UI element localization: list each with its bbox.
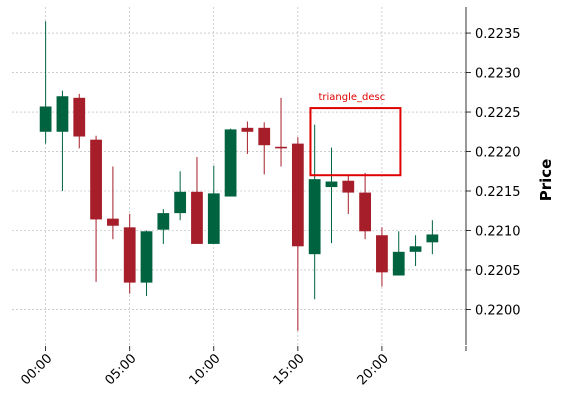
candle-body bbox=[342, 180, 355, 193]
y-tick-label: 0.2225 bbox=[475, 106, 521, 121]
candle bbox=[308, 124, 321, 300]
candle-body bbox=[224, 129, 237, 197]
y-tick-label: 0.2220 bbox=[475, 146, 521, 161]
candle bbox=[325, 147, 338, 244]
candle bbox=[224, 128, 237, 197]
candle-body bbox=[241, 127, 254, 132]
candle-body bbox=[409, 246, 422, 252]
candle bbox=[359, 172, 371, 240]
candle-body bbox=[325, 181, 338, 188]
y-tick-label: 0.2210 bbox=[475, 224, 521, 239]
y-tick-label: 0.2215 bbox=[475, 185, 521, 200]
candle-body bbox=[291, 143, 304, 247]
candle bbox=[258, 122, 271, 175]
candle-body bbox=[107, 218, 119, 226]
candle bbox=[123, 213, 136, 294]
x-tick-label: 10:00 bbox=[187, 351, 224, 388]
candle-body bbox=[39, 106, 52, 132]
y-tick-label: 0.2235 bbox=[475, 27, 521, 42]
candle-body bbox=[392, 251, 405, 276]
annotation-box bbox=[309, 107, 402, 177]
candle-body bbox=[73, 97, 86, 137]
candle bbox=[392, 231, 405, 276]
candle bbox=[376, 227, 388, 287]
candle bbox=[73, 93, 86, 149]
candle-body bbox=[140, 231, 153, 283]
candle-body bbox=[258, 127, 271, 146]
x-tick-label: 05:00 bbox=[102, 351, 139, 388]
candle bbox=[426, 220, 439, 255]
candle-body bbox=[359, 192, 371, 232]
candle-body bbox=[174, 191, 187, 214]
candle bbox=[174, 171, 187, 221]
candle bbox=[241, 121, 254, 154]
annotation-label: triangle_desc bbox=[318, 92, 385, 103]
x-tick-label: 15:00 bbox=[271, 351, 308, 388]
y-tick-label: 0.2200 bbox=[475, 303, 521, 318]
candle bbox=[90, 135, 102, 282]
candle bbox=[157, 209, 170, 244]
candle bbox=[56, 90, 69, 192]
candle-body bbox=[426, 234, 439, 243]
candle bbox=[275, 97, 287, 167]
candle-body bbox=[90, 139, 102, 220]
candle-body bbox=[191, 191, 203, 244]
x-tick-label: 00:00 bbox=[18, 351, 55, 388]
candle-body bbox=[56, 96, 69, 132]
x-tick-label: 20:00 bbox=[355, 351, 392, 388]
candles bbox=[39, 21, 439, 331]
candle bbox=[207, 165, 220, 244]
candle bbox=[39, 21, 52, 144]
candle bbox=[291, 137, 304, 331]
y-tick-label: 0.2230 bbox=[475, 67, 521, 82]
pattern-annotation: triangle_desc bbox=[309, 92, 402, 177]
candle-body bbox=[207, 193, 220, 244]
candle-body bbox=[123, 227, 136, 283]
candle-body bbox=[275, 146, 287, 149]
candle bbox=[140, 230, 153, 297]
candle-body bbox=[308, 179, 321, 255]
candle-body bbox=[376, 235, 388, 273]
candle bbox=[191, 157, 203, 244]
candle bbox=[107, 166, 119, 240]
y-tick-label: 0.2205 bbox=[475, 264, 521, 279]
candle-body bbox=[157, 213, 170, 230]
candle bbox=[409, 235, 422, 267]
y-axis-label: Price bbox=[537, 159, 555, 202]
candle bbox=[342, 175, 355, 214]
